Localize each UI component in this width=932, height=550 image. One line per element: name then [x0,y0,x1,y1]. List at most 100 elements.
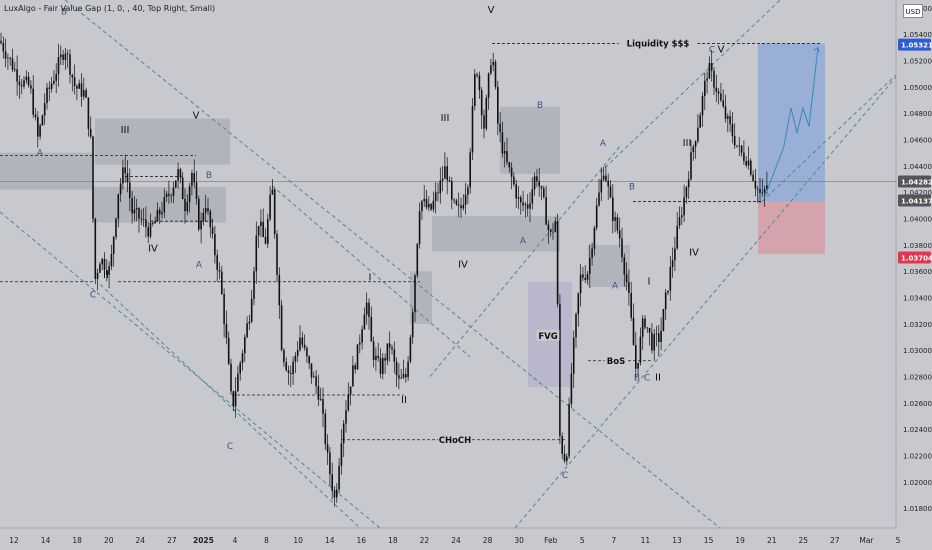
candle-body [575,314,577,338]
candle [303,334,306,351]
candle-body [108,266,110,275]
candle-body [651,332,653,351]
candle-body [566,456,568,462]
candle-body [646,327,649,329]
candle [262,208,264,238]
candle-body [439,180,442,194]
y-tick-label: 1.03400 [903,295,932,303]
candles-layer [0,32,768,507]
candle [478,71,481,99]
candle-body [78,83,80,89]
candle-body [64,53,67,60]
candle-body [267,219,269,244]
candle-body [407,361,409,378]
candle [467,184,469,204]
y-tick-label: 1.05200 [903,58,932,66]
x-tick-label: 7 [611,536,616,545]
candle-body [294,355,297,362]
candle [671,247,674,278]
gray-zone [0,152,92,190]
candle [85,87,87,99]
candle-body [20,85,23,87]
candle-body [430,203,432,210]
wave-label: II [103,270,109,281]
candle-body [471,106,474,153]
candle-body [299,337,301,351]
candle [722,89,724,109]
candle [706,71,708,94]
candle [207,197,209,216]
candle-body [745,160,747,166]
candle [441,166,444,192]
candle [354,362,356,374]
candle [756,185,759,203]
wave-label: C [227,442,233,452]
candle [630,281,632,322]
candle-body [338,465,340,490]
candle-body [609,186,612,198]
candle [257,226,260,248]
candle-body [706,78,708,81]
candle-body [179,169,182,178]
candle-body [262,221,264,238]
y-tick-label: 1.04600 [903,137,932,145]
candle-body [499,123,501,133]
candle-body [140,218,143,220]
candle-body [628,282,630,294]
annotation-label: BoS [607,357,625,367]
candle [432,191,435,213]
candle-body [639,336,642,363]
candle-body [4,51,7,59]
candle [487,72,490,110]
candle-body [145,219,147,228]
candle [653,328,655,361]
y-tick-label: 1.04400 [903,163,932,171]
x-tick-label: Mar [859,536,874,545]
candle [501,121,504,158]
candle-body [230,363,232,392]
candle-body [372,341,375,361]
candle [554,217,557,233]
candle-body [361,329,363,343]
candle-body [720,93,722,101]
candle [490,59,492,76]
candle [669,255,672,301]
candle-body [637,362,639,369]
candle [368,298,370,330]
candle-body [34,114,37,118]
candle [598,178,600,207]
trend-lines-layer [0,0,932,529]
candle-body [469,152,471,188]
candle [55,63,57,94]
candle-body [129,182,131,199]
y-tick-label: 1.04800 [903,110,932,118]
candle [418,202,421,249]
candle-body [669,266,672,291]
candle-body [547,224,550,231]
wave-label: A [37,148,44,158]
wave-label: B [634,374,640,384]
candle [701,92,704,127]
wave-label: A [520,237,527,247]
candle [62,49,64,66]
candle [18,75,21,99]
candle [694,140,697,159]
candle-body [513,176,515,185]
candle [92,135,94,223]
candle-body [736,145,738,147]
candle-body [616,217,619,231]
candle [7,53,9,70]
candle [623,253,626,287]
candle-body [18,81,21,86]
candle-body [46,87,48,104]
candle [658,324,660,357]
candle [20,79,23,95]
candle-body [110,253,113,267]
candle-body [697,127,699,142]
currency-button[interactable]: USD [903,4,923,18]
candle-body [591,248,593,258]
candle [9,56,11,66]
candle-body [605,175,607,181]
